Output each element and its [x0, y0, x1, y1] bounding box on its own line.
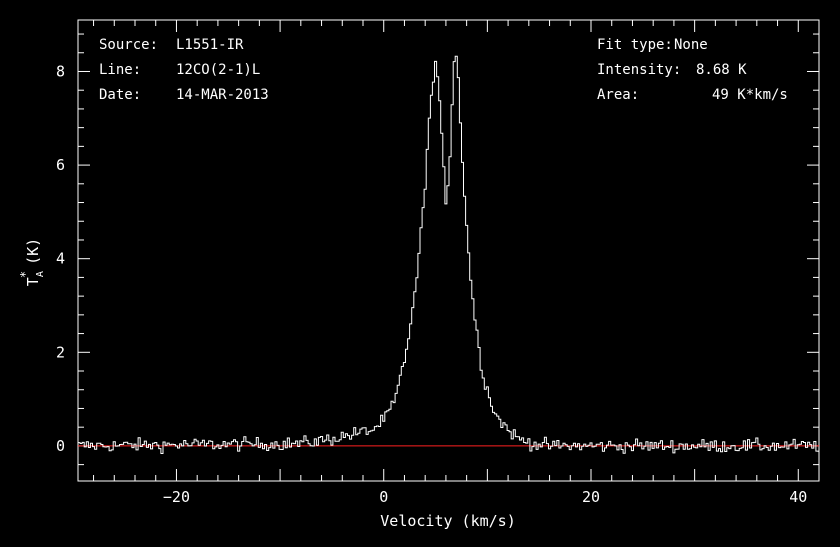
plot-frame — [77, 19, 820, 482]
source-value: L1551-IR — [176, 37, 244, 53]
date-label: Date: — [99, 87, 142, 103]
y-tick-label: 4 — [56, 250, 65, 268]
line-label: Line: — [99, 62, 142, 78]
y-tick-label: 2 — [56, 343, 65, 361]
y-tick-label: 6 — [56, 156, 65, 174]
axis-ticks — [78, 20, 820, 481]
fit-type-label: Fit type: — [597, 37, 673, 53]
y-axis-label-sub: A — [35, 271, 46, 277]
y-axis-label: TA* (K) — [18, 238, 46, 286]
x-tick-label: 40 — [789, 488, 807, 506]
intensity-label: Intensity: — [597, 62, 682, 78]
area-label: Area: — [597, 87, 640, 103]
fit-type-value: None — [674, 37, 708, 53]
plot-border — [77, 19, 820, 482]
source-label: Source: — [99, 37, 159, 53]
line-value: 12CO(2-1)L — [176, 62, 261, 78]
y-axis-label-unit: (K) — [24, 238, 42, 265]
svg-text:TA*(K): TA* (K) — [18, 238, 46, 286]
tick-labels: −20 0 20 40 0 2 4 6 8 — [56, 62, 807, 506]
date-value: 14-MAR-2013 — [176, 87, 269, 103]
intensity-value: 8.68 K — [696, 62, 747, 78]
y-tick-label: 8 — [56, 62, 65, 80]
y-axis-label-sup: * — [18, 271, 32, 278]
y-axis-label-main: T — [24, 277, 42, 286]
area-value: 49 K*km/s — [712, 87, 788, 103]
x-axis-label: Velocity (km/s) — [380, 512, 515, 530]
spectrum-line — [78, 55, 819, 454]
x-tick-label: 20 — [582, 488, 600, 506]
x-tick-label: −20 — [163, 488, 190, 506]
y-tick-label: 0 — [56, 437, 65, 455]
x-tick-label: 0 — [379, 488, 388, 506]
